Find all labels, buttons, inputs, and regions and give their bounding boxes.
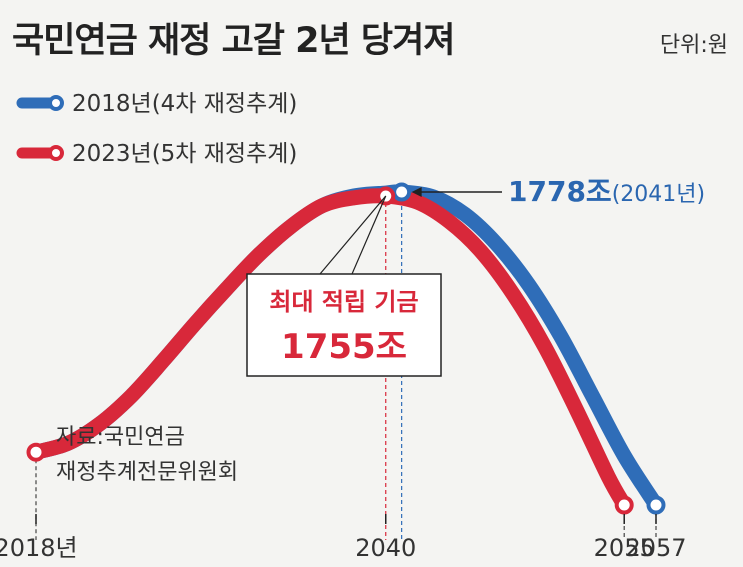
x-tick-label: 2040 [355, 534, 416, 562]
blue-peak-label: 1778조(2041년) [508, 175, 705, 208]
legend-label-2023: 2023년(5차 재정추계) [72, 141, 297, 167]
callout-pointer-right [351, 195, 387, 275]
callout-box [246, 273, 442, 377]
blue-peak-year: (2041년) [612, 182, 705, 207]
x-tick-label: 2018년 [0, 534, 78, 562]
blue-peak-value: 1778조 [508, 175, 612, 208]
red-peak-annotation: 최대 적립 기금 1755조 [246, 195, 442, 377]
unit-label: 단위:원 [660, 33, 728, 58]
source-line-2: 재정추계전문위원회 [56, 460, 238, 485]
series-layer [26, 182, 666, 515]
callout-value: 1755조 [281, 327, 407, 367]
marker-blue-end [646, 495, 666, 515]
source-line-1: 자료:국민연금 [56, 425, 185, 450]
marker-blue-peak [392, 182, 412, 202]
series-line-2023 [28, 188, 632, 513]
x-tick-label: 2057 [625, 534, 686, 562]
callout-title: 최대 적립 기금 [269, 288, 418, 316]
legend: 2018년(4차 재정추계) 2023년(5차 재정추계) [16, 91, 297, 167]
legend-marker-blue [48, 95, 64, 111]
marker-start-2018 [26, 442, 46, 462]
legend-marker-red [48, 145, 64, 161]
chart-title: 국민연금 재정 고갈 2년 당겨져 [12, 21, 455, 61]
callout-pointer-left [319, 195, 387, 275]
blue-peak-arrowhead [411, 187, 422, 197]
blue-peak-annotation: 1778조(2041년) [411, 175, 705, 208]
legend-label-2018: 2018년(4차 재정추계) [72, 91, 297, 117]
marker-red-end [614, 495, 634, 515]
x-tick-label: 2055 [594, 534, 655, 562]
